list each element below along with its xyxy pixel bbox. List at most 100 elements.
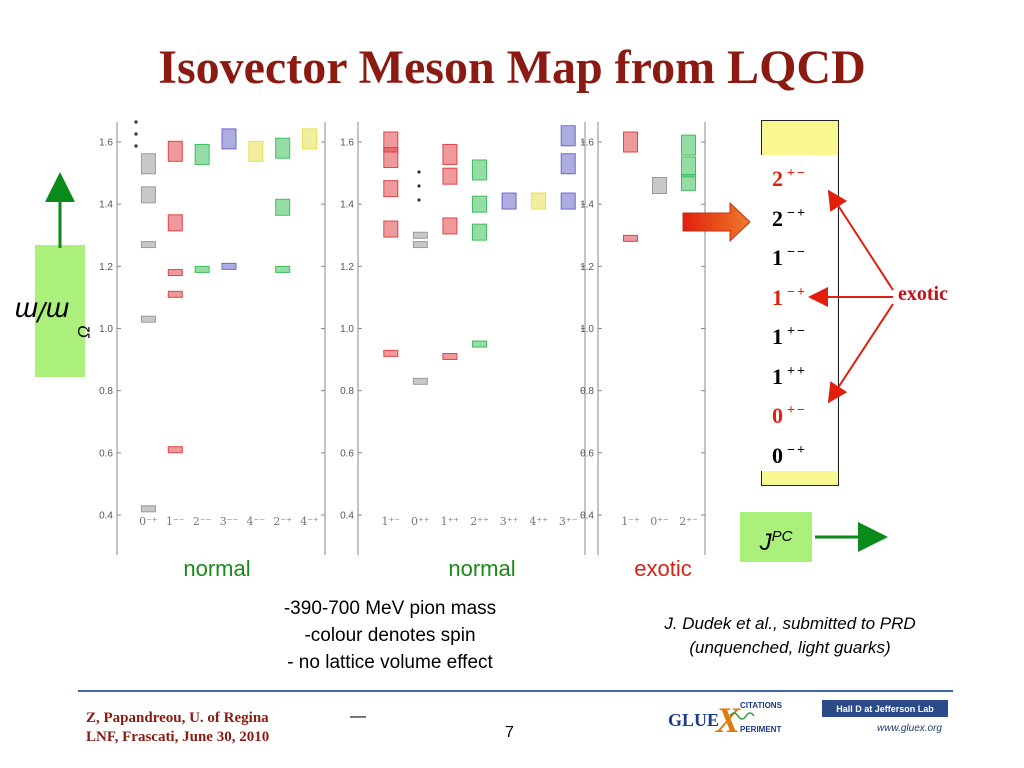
jpc-legend-row: 2 +− bbox=[761, 155, 837, 195]
caption-panel-1: normal bbox=[183, 556, 251, 581]
jpc-legend-row: 0 +− bbox=[761, 392, 837, 432]
gluex-logo: GLUE X CITATIONS PERIMENT bbox=[668, 700, 783, 738]
meson-state-box bbox=[442, 352, 458, 360]
meson-state-box bbox=[442, 217, 458, 235]
x-category-label: 4⁻⁻ bbox=[247, 515, 266, 528]
jpc-axis-label: JPC bbox=[740, 512, 812, 562]
caption-panel-3: exotic bbox=[634, 556, 692, 581]
jpc-legend-j: 1 bbox=[772, 284, 783, 310]
jpc-axis-label-main: J bbox=[759, 529, 772, 556]
continuation-dot bbox=[417, 184, 421, 188]
y-tick-label: 1.6 bbox=[340, 138, 354, 149]
footer-author: Z, Papandreou, U. of Regina bbox=[86, 710, 269, 726]
jpc-legend-j: 2 bbox=[772, 205, 783, 231]
meson-state-box bbox=[383, 131, 399, 153]
x-category-label: 3⁺⁻ bbox=[559, 515, 578, 528]
gluex-logo-x: X bbox=[715, 700, 741, 738]
meson-state-box bbox=[472, 340, 487, 348]
jpc-legend-j: 1 bbox=[772, 245, 783, 270]
meson-state-box bbox=[412, 231, 428, 239]
jpc-legend-pc: +− bbox=[787, 324, 807, 339]
meson-state-box bbox=[681, 134, 696, 156]
jpc-legend-row: 1 +− bbox=[761, 313, 837, 353]
y-tick-label: 1.4 bbox=[99, 200, 113, 211]
meson-state-box bbox=[560, 125, 576, 147]
x-category-label: 0⁻⁺ bbox=[139, 515, 158, 528]
jpc-legend-row: 2 −+ bbox=[761, 194, 837, 234]
x-category-label: 2⁺⁺ bbox=[470, 515, 489, 528]
halld-logo: Hall D at Jefferson Lab www.gluex.org bbox=[822, 700, 948, 734]
page-title: Isovector Meson Map from LQCD bbox=[158, 41, 866, 94]
meson-state-box bbox=[167, 140, 183, 162]
x-category-label: 1⁻⁺ bbox=[621, 515, 640, 528]
jpc-axis-label-sup: PC bbox=[771, 528, 793, 545]
jpc-legend-j: 1 bbox=[772, 324, 783, 349]
meson-state-box bbox=[623, 131, 638, 153]
footer-dash: — bbox=[350, 708, 366, 725]
halld-logo-url: www.gluex.org bbox=[877, 723, 942, 734]
y-tick-label: 1.2 bbox=[99, 262, 113, 273]
x-category-label: 2⁻⁺ bbox=[273, 515, 292, 528]
y-tick-label: 1.0 bbox=[99, 324, 113, 335]
highlight-arrow-icon bbox=[682, 201, 751, 243]
continuation-dot bbox=[134, 120, 138, 124]
continuation-dot bbox=[134, 144, 138, 148]
y-tick-label: 0.8 bbox=[340, 386, 354, 397]
note-line-1: -390-700 MeV pion mass bbox=[283, 598, 497, 619]
y-tick-label: 0.4 bbox=[99, 511, 113, 522]
meson-state-box bbox=[167, 269, 183, 277]
note-line-2: -colour denotes spin bbox=[304, 625, 476, 646]
y-tick-label: 0.6 bbox=[580, 448, 594, 459]
meson-state-box bbox=[531, 192, 547, 210]
jpc-legend-pc: +− bbox=[787, 403, 807, 418]
jpc-legend-row: 1 ++ bbox=[761, 352, 837, 392]
reference-line-2: (unquenched, light guarks) bbox=[689, 638, 891, 657]
meson-state-box bbox=[275, 265, 291, 273]
y-tick-label: 1.2 bbox=[580, 262, 594, 273]
jpc-legend-pc: ++ bbox=[787, 363, 807, 379]
footer-venue: LNF, Frascati, June 30, 2010 bbox=[86, 729, 270, 745]
y-tick-label: 0.4 bbox=[340, 511, 354, 522]
jpc-legend-row: 0 −+ bbox=[761, 431, 837, 471]
y-tick-label: 1.4 bbox=[580, 200, 594, 211]
x-category-label: 2⁺⁻ bbox=[679, 515, 698, 528]
gluex-logo-bottom: PERIMENT bbox=[740, 725, 781, 734]
y-tick-label: 1.2 bbox=[340, 262, 354, 273]
continuation-dot bbox=[417, 170, 421, 174]
notes: -390-700 MeV pion mass -colour denotes s… bbox=[220, 595, 560, 676]
jpc-legend-j: 2 bbox=[772, 166, 783, 191]
meson-state-box bbox=[140, 153, 156, 175]
y-tick-label: 1.0 bbox=[580, 324, 594, 335]
y-tick-label: 1.0 bbox=[340, 324, 354, 335]
caption-panel-2: normal bbox=[448, 556, 516, 581]
meson-state-box bbox=[167, 290, 183, 298]
meson-state-box bbox=[167, 214, 183, 232]
meson-state-box bbox=[501, 192, 517, 210]
y-tick-label: 0.8 bbox=[99, 386, 113, 397]
footer-divider bbox=[78, 690, 953, 692]
meson-state-box bbox=[248, 140, 264, 162]
jpc-legend-j: 0 bbox=[772, 403, 783, 428]
meson-state-box bbox=[472, 159, 487, 181]
halld-logo-title: Hall D at Jefferson Lab bbox=[836, 704, 934, 714]
meson-state-box bbox=[652, 177, 667, 195]
meson-state-box bbox=[221, 128, 237, 150]
meson-state-box bbox=[140, 241, 156, 249]
y-tick-label: 0.6 bbox=[99, 448, 113, 459]
meson-state-box bbox=[412, 377, 428, 385]
note-line-3: - no lattice volume effect bbox=[287, 652, 493, 673]
meson-state-box bbox=[194, 265, 210, 273]
jpc-legend-pc: −− bbox=[787, 245, 807, 260]
y-axis-label-box bbox=[35, 245, 85, 377]
jpc-axis-box bbox=[740, 512, 812, 562]
meson-state-box bbox=[275, 137, 291, 159]
x-category-label: 0⁺⁻ bbox=[650, 515, 669, 528]
meson-state-box bbox=[383, 180, 399, 198]
x-category-label: 3⁻⁻ bbox=[220, 515, 239, 528]
meson-state-box bbox=[383, 349, 399, 357]
jpc-legend-pc: −+ bbox=[787, 284, 807, 300]
y-tick-label: 0.6 bbox=[340, 448, 354, 459]
jpc-legend-j: 0 bbox=[772, 442, 783, 468]
